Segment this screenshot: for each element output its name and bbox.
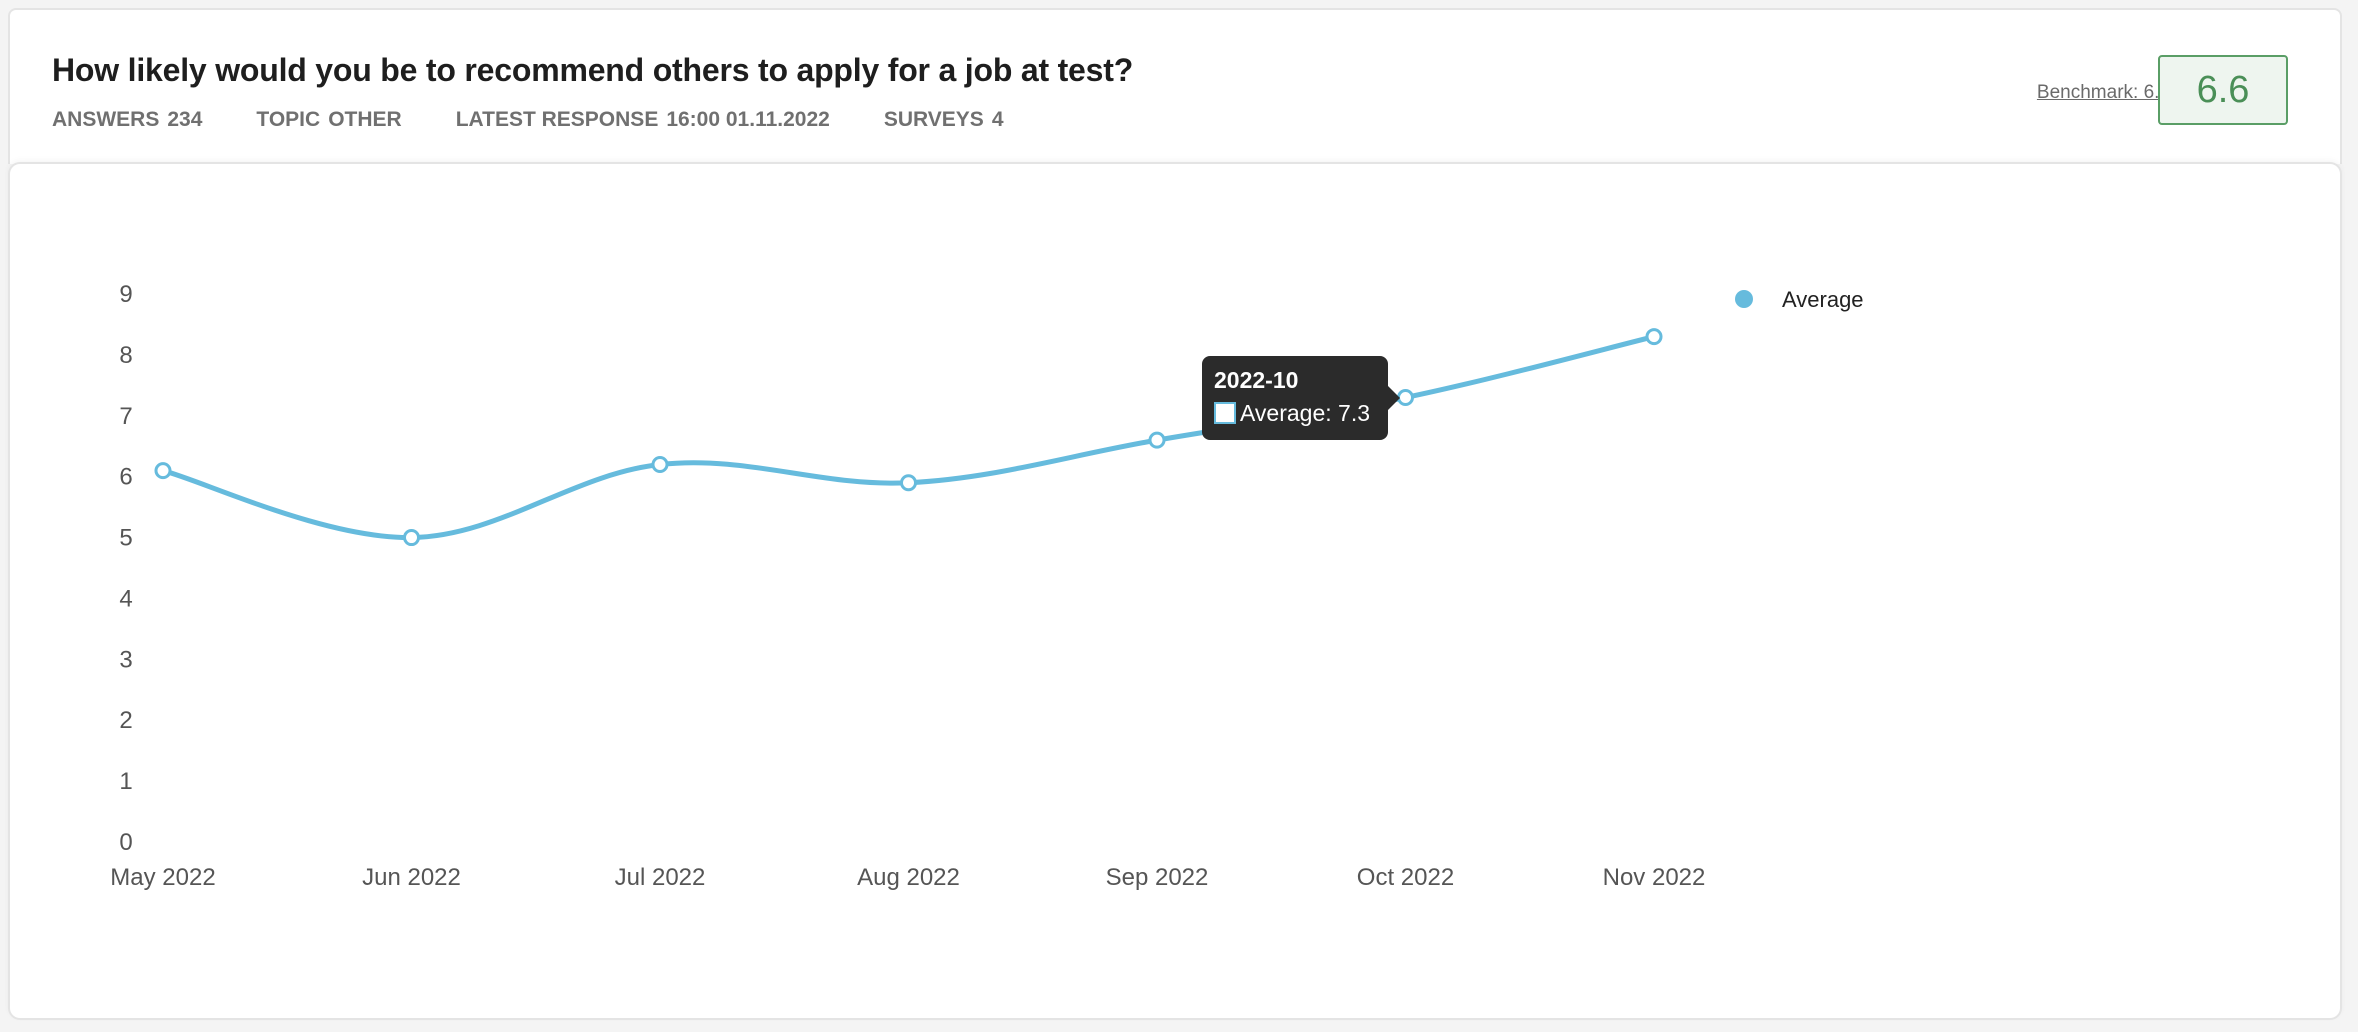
meta-topic: TOPIC OTHER (256, 108, 402, 131)
points-layer (154, 328, 1663, 547)
data-point-jul-2022[interactable] (651, 455, 669, 473)
legend-label-average[interactable]: Average (1782, 287, 1864, 312)
meta-latest-response: LATEST RESPONSE 16:00 01.11.2022 (455, 108, 830, 131)
meta-answers: ANSWERS 234 (52, 108, 203, 131)
meta-surveys: SURVEYS 4 (883, 108, 1004, 131)
benchmark-link[interactable]: Benchmark: 6.3 (2036, 82, 2170, 103)
tooltip-line: Average: 7.3 (1214, 398, 1376, 428)
question-title: How likely would you be to recommend oth… (52, 52, 1134, 88)
tooltip-value: Average: 7.3 (1240, 400, 1371, 426)
data-point-may-2022[interactable] (154, 462, 172, 480)
data-point-aug-2022[interactable] (900, 474, 917, 492)
score-badge: 6.6 (2158, 55, 2288, 125)
tooltip-title: 2022-10 (1214, 367, 1299, 393)
chart-card (8, 162, 2342, 1020)
chart-tooltip: 2022-10 Average: 7.3 (1202, 356, 1400, 440)
data-point-jun-2022[interactable] (403, 529, 420, 547)
meta-row: ANSWERS 234 TOPIC OTHER LATEST RESPONSE 16:… (52, 108, 1004, 132)
question-header: How likely would you be to recommend oth… (8, 8, 2342, 164)
data-point-nov-2022[interactable] (1645, 328, 1663, 346)
data-point-sep-2022[interactable] (1148, 431, 1166, 449)
data-point-oct-2022[interactable] (1397, 389, 1414, 407)
tooltip-swatch (1214, 402, 1236, 424)
